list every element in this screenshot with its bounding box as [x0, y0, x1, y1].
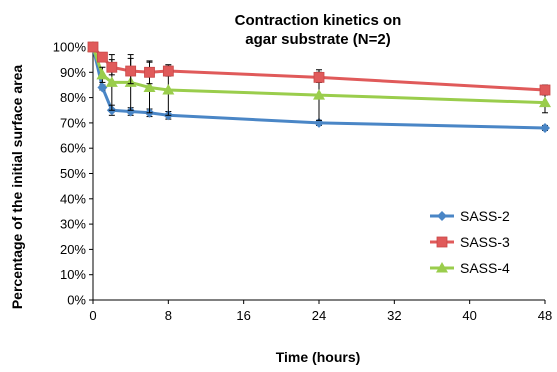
y-tick-label: 40% — [60, 191, 86, 206]
series-layer — [87, 41, 551, 133]
data-point-sass-4 — [143, 81, 156, 92]
x-tick-label: 16 — [236, 308, 250, 323]
y-tick-label: 60% — [60, 141, 86, 156]
data-point-sass-3 — [106, 61, 118, 73]
data-point-sass-2 — [125, 106, 136, 117]
y-tick-label: 20% — [60, 242, 86, 257]
x-tick-label: 48 — [538, 308, 552, 323]
data-point-sass-4 — [162, 84, 175, 95]
legend-label: SASS-3 — [460, 234, 510, 250]
data-point-sass-3 — [97, 51, 108, 63]
legend: SASS-2 SASS-3 SASS-4 — [430, 208, 510, 276]
data-point-sass-2 — [540, 122, 550, 133]
x-tick-label: 0 — [89, 308, 96, 323]
x-tick-label: 8 — [165, 308, 172, 323]
data-point-sass-4 — [96, 68, 109, 80]
series-line-sass-2 — [91, 46, 546, 130]
data-point-sass-3 — [125, 65, 137, 77]
data-point-sass-4 — [539, 96, 551, 108]
y-axis-title: Percentage of the initial surface area — [9, 65, 25, 310]
data-point-sass-3 — [144, 66, 155, 78]
x-tick-label: 24 — [312, 308, 326, 323]
y-tick-label: 50% — [60, 166, 86, 181]
axes: 0% 10% 20% 30% 40% 50% 60% 70% 80% 90% 100% 0 8 16 24 3… — [53, 40, 552, 324]
chart-title-line-2: agar substrate (N=2) — [245, 31, 390, 48]
y-tick-label: 80% — [60, 90, 86, 105]
legend-swatch-marker — [436, 262, 448, 273]
data-point-sass-4 — [105, 76, 118, 87]
x-tick-label: 40 — [462, 308, 476, 323]
data-point-sass-3 — [313, 71, 325, 83]
legend-item-sass-4: SASS-4 — [430, 260, 510, 276]
legend-swatch-marker — [436, 236, 448, 248]
legend-label: SASS-4 — [460, 260, 510, 276]
legend-swatch-marker — [437, 211, 447, 221]
data-point-sass-3 — [162, 65, 174, 77]
x-axis-title: Time (hours) — [276, 349, 361, 365]
data-point-sass-2 — [97, 82, 108, 93]
x-tick-label: 32 — [387, 308, 401, 323]
legend-item-sass-2: SASS-2 — [430, 208, 510, 224]
data-point-sass-3 — [87, 41, 99, 53]
y-tick-label: 100% — [53, 40, 87, 55]
y-tick-label: 90% — [60, 65, 86, 80]
chart-title-line-1: Contraction kinetics on — [235, 12, 402, 29]
y-tick-label: 0% — [67, 293, 86, 308]
data-point-sass-3 — [539, 84, 551, 96]
data-point-sass-4 — [313, 89, 325, 100]
legend-label: SASS-2 — [460, 208, 510, 224]
series-sass-3 — [87, 41, 551, 96]
y-tick-label: 70% — [60, 115, 86, 130]
y-tick-label: 30% — [60, 217, 86, 232]
legend-item-sass-3: SASS-3 — [430, 234, 510, 250]
y-tick-label: 10% — [60, 267, 86, 282]
